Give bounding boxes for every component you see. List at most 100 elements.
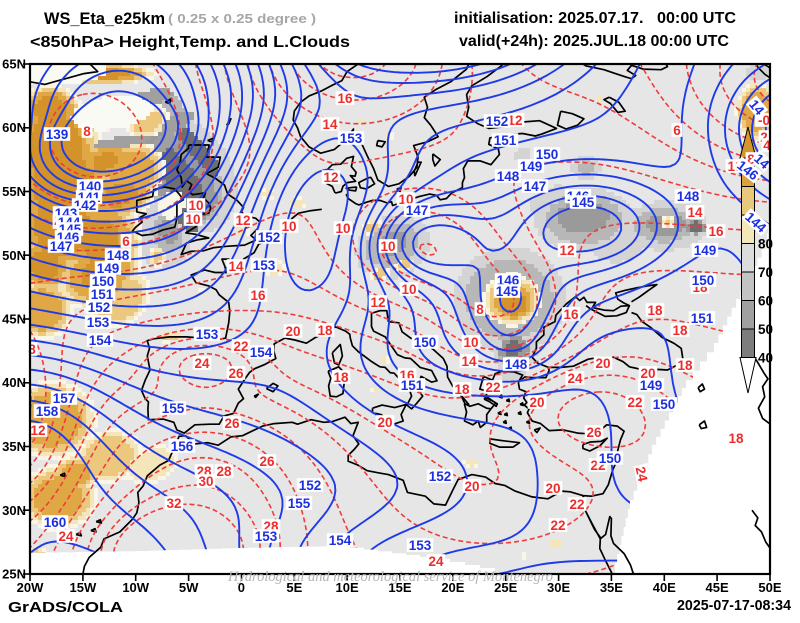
svg-text:10: 10 [335, 221, 350, 236]
svg-text:153: 153 [196, 327, 219, 342]
svg-text:10W: 10W [122, 580, 149, 595]
svg-text:12: 12 [30, 423, 45, 438]
svg-text:24: 24 [567, 371, 583, 386]
svg-text:4: 4 [763, 138, 771, 153]
svg-text:148: 148 [677, 189, 700, 204]
svg-text:24: 24 [58, 529, 74, 544]
svg-text:16: 16 [337, 91, 353, 106]
svg-text:valid(+24h): 2025.JUL.18 00:00: valid(+24h): 2025.JUL.18 00:00 UTC [459, 33, 729, 50]
svg-text:152: 152 [486, 114, 509, 129]
svg-text:150: 150 [414, 335, 437, 350]
svg-text:20: 20 [529, 395, 544, 410]
svg-text:30N: 30N [2, 503, 26, 518]
svg-text:14: 14 [461, 354, 477, 369]
svg-text:10: 10 [380, 239, 395, 254]
svg-text:6: 6 [673, 123, 681, 138]
svg-text:151: 151 [494, 133, 517, 148]
svg-text:10: 10 [401, 282, 416, 297]
svg-text:15W: 15W [70, 580, 97, 595]
svg-text:20E: 20E [441, 580, 464, 595]
svg-text:148: 148 [497, 169, 520, 184]
svg-text:18: 18 [647, 303, 663, 318]
svg-text:Hydrological and meteorologica: Hydrological and meteorological service … [227, 569, 553, 585]
svg-text:151: 151 [691, 311, 714, 326]
svg-text:0: 0 [238, 580, 245, 595]
svg-text:16: 16 [250, 288, 266, 303]
svg-text:20: 20 [595, 356, 610, 371]
svg-text:24: 24 [633, 465, 651, 483]
svg-text:152: 152 [258, 230, 281, 245]
svg-text:45E: 45E [706, 580, 729, 595]
svg-text:147: 147 [406, 203, 429, 218]
svg-text:55N: 55N [2, 184, 26, 199]
svg-text:12: 12 [370, 295, 385, 310]
svg-text:12: 12 [323, 170, 338, 185]
svg-text:18: 18 [677, 358, 693, 373]
svg-text:18: 18 [728, 431, 744, 446]
svg-text:25N: 25N [2, 567, 26, 582]
svg-text:153: 153 [255, 529, 278, 544]
svg-text:22: 22 [627, 395, 642, 410]
svg-text:149: 149 [520, 159, 543, 174]
svg-text:65N: 65N [2, 57, 26, 72]
svg-text:<850hPa> Height,Temp. and L.Cl: <850hPa> Height,Temp. and L.Clouds [30, 34, 350, 51]
svg-text:12: 12 [235, 213, 250, 228]
svg-text:22: 22 [485, 380, 500, 395]
svg-text:5W: 5W [179, 580, 199, 595]
svg-text:24: 24 [428, 554, 444, 569]
svg-text:26: 26 [228, 366, 244, 381]
svg-text:18: 18 [454, 382, 470, 397]
svg-text:20: 20 [377, 415, 392, 430]
svg-text:14: 14 [322, 117, 338, 132]
svg-text:5E: 5E [286, 580, 302, 595]
svg-text:50E: 50E [758, 580, 781, 595]
svg-text:152: 152 [88, 300, 111, 315]
svg-text:154: 154 [329, 533, 352, 548]
svg-text:14: 14 [687, 205, 703, 220]
svg-text:initialisation: 2025.07.17.: initialisation: 2025.07.17. 00:00 UTC [454, 10, 736, 27]
svg-text:149: 149 [640, 378, 663, 393]
svg-text:150: 150 [92, 274, 115, 289]
svg-text:20: 20 [545, 481, 560, 496]
svg-text:158: 158 [36, 404, 59, 419]
svg-text:154: 154 [250, 345, 273, 360]
svg-text:16: 16 [708, 224, 724, 239]
svg-text:22: 22 [569, 497, 584, 512]
svg-text:10: 10 [185, 212, 200, 227]
svg-text:60N: 60N [2, 120, 26, 135]
svg-text:153: 153 [340, 131, 363, 146]
svg-text:148: 148 [107, 248, 130, 263]
svg-text:30: 30 [198, 474, 213, 489]
svg-text:10: 10 [281, 219, 296, 234]
svg-text:2025-07-17-08:34: 2025-07-17-08:34 [677, 597, 792, 614]
svg-text:8: 8 [83, 124, 91, 139]
svg-text:14: 14 [228, 259, 244, 274]
svg-text:153: 153 [253, 258, 276, 273]
svg-text:26: 26 [586, 425, 602, 440]
svg-text:20W: 20W [17, 580, 44, 595]
svg-text:150: 150 [653, 397, 676, 412]
svg-text:12: 12 [507, 113, 522, 128]
svg-text:10E: 10E [336, 580, 359, 595]
svg-text:50N: 50N [2, 248, 26, 263]
svg-text:150: 150 [599, 451, 622, 466]
svg-text:18: 18 [333, 370, 349, 385]
svg-text:2: 2 [760, 130, 768, 145]
svg-text:152: 152 [429, 469, 452, 484]
svg-text:155: 155 [162, 401, 185, 416]
svg-text:150: 150 [692, 273, 715, 288]
svg-text:151: 151 [91, 287, 114, 302]
svg-text:16: 16 [563, 307, 579, 322]
svg-text:142: 142 [74, 198, 97, 213]
svg-text:45N: 45N [2, 312, 26, 327]
svg-text:WS_Eta_e25km: WS_Eta_e25km [44, 9, 165, 28]
svg-text:153: 153 [87, 315, 110, 330]
svg-text:26: 26 [224, 416, 240, 431]
svg-text:12: 12 [559, 243, 574, 258]
svg-text:25E: 25E [494, 580, 517, 595]
svg-text:15E: 15E [388, 580, 411, 595]
svg-text:6: 6 [122, 234, 130, 249]
svg-text:8: 8 [28, 342, 36, 357]
svg-text:150: 150 [536, 147, 559, 162]
svg-text:40E: 40E [653, 580, 676, 595]
